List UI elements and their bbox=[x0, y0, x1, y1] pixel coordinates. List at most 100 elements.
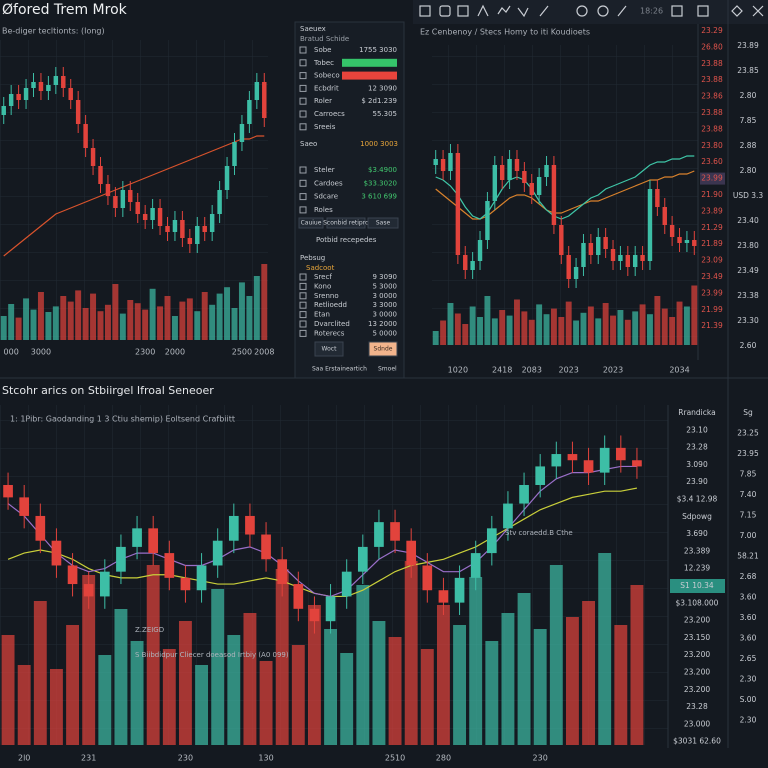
x-tick-label: 2023 bbox=[603, 366, 623, 375]
icon[interactable] bbox=[752, 5, 764, 17]
price-label: 23.30 bbox=[737, 316, 759, 325]
x-tick-label: 000 bbox=[4, 348, 19, 357]
price-label: 23.200 bbox=[684, 685, 710, 694]
button[interactable] bbox=[298, 217, 324, 229]
price-label: 23.99 bbox=[701, 174, 723, 183]
volume-bar bbox=[614, 625, 628, 745]
volume-bar bbox=[630, 585, 644, 745]
volume-bar bbox=[45, 312, 52, 340]
row-icon bbox=[299, 123, 307, 131]
button-label[interactable]: Cauiue bbox=[301, 220, 322, 227]
toolbar bbox=[413, 0, 768, 24]
candle-body bbox=[239, 124, 245, 142]
candle-body bbox=[519, 485, 529, 504]
volume-bar bbox=[484, 296, 491, 345]
price-label: Sdpowg bbox=[682, 512, 712, 521]
volume-bar bbox=[82, 575, 96, 745]
icon[interactable] bbox=[419, 5, 431, 17]
price-label: 21.39 bbox=[701, 321, 723, 330]
candle-body bbox=[217, 190, 222, 214]
volume-bar bbox=[98, 655, 112, 745]
icon[interactable] bbox=[457, 5, 469, 17]
candle-body bbox=[232, 142, 237, 166]
icon[interactable] bbox=[617, 5, 627, 17]
candle-body bbox=[357, 546, 368, 572]
icon[interactable] bbox=[517, 7, 529, 18]
price-label: 2.30 bbox=[740, 716, 757, 725]
row-label: Kono bbox=[314, 282, 331, 290]
volume-bar bbox=[97, 311, 104, 340]
volume-bar bbox=[195, 665, 209, 745]
icon[interactable] bbox=[731, 5, 743, 17]
volume-bar bbox=[186, 298, 193, 340]
icon[interactable] bbox=[497, 5, 511, 15]
button[interactable] bbox=[368, 341, 398, 357]
price-label: 7.85 bbox=[740, 116, 757, 125]
price-label: 23.29 bbox=[701, 26, 723, 35]
volume-bar bbox=[15, 317, 22, 340]
candle-body bbox=[596, 237, 601, 255]
section-value: 1000 3003 bbox=[360, 140, 398, 148]
volume-bar bbox=[127, 300, 134, 340]
volume-bar bbox=[543, 314, 550, 345]
candle-body bbox=[529, 183, 534, 195]
icon[interactable] bbox=[576, 5, 588, 17]
x-tick-label: 130 bbox=[258, 754, 273, 763]
price-label: 23.000 bbox=[684, 719, 710, 728]
chart-title: Øfored Trem Mrok bbox=[2, 2, 128, 18]
candle-body bbox=[35, 515, 46, 541]
button-label[interactable]: Sdnde bbox=[374, 346, 393, 353]
price-label: 23.85 bbox=[737, 66, 759, 75]
price-label: S.00 bbox=[740, 695, 757, 704]
volume-bar bbox=[227, 635, 241, 745]
icon[interactable] bbox=[539, 5, 549, 17]
x-tick-label: 2034 bbox=[669, 366, 689, 375]
volume-bar bbox=[82, 308, 89, 340]
candle-body bbox=[470, 553, 481, 578]
volume-bar bbox=[291, 645, 305, 745]
x-tick-label: 3000 bbox=[31, 348, 51, 357]
candle-body bbox=[75, 100, 81, 124]
volume-bar bbox=[514, 299, 520, 345]
icon[interactable] bbox=[597, 5, 609, 17]
price-label: 23.60 bbox=[701, 157, 723, 166]
candle-body bbox=[116, 546, 126, 572]
button[interactable] bbox=[326, 217, 366, 229]
row-icon bbox=[299, 72, 307, 80]
volume-bar bbox=[307, 605, 321, 745]
icon[interactable] bbox=[439, 5, 451, 17]
price-label: $3031 62.60 bbox=[673, 737, 721, 746]
candle-body bbox=[374, 522, 384, 547]
candle-body bbox=[544, 165, 549, 177]
button[interactable] bbox=[314, 341, 344, 357]
candle-body bbox=[507, 159, 512, 180]
price-label: 21.90 bbox=[701, 190, 723, 199]
candle-body bbox=[196, 565, 207, 591]
toolbar-icons[interactable] bbox=[419, 4, 764, 18]
candle-body bbox=[262, 82, 267, 118]
plot-bg bbox=[432, 45, 698, 345]
button-label[interactable]: Sase bbox=[376, 220, 391, 227]
icon[interactable] bbox=[671, 5, 683, 17]
x-tick-label: 230 bbox=[178, 754, 193, 763]
icon[interactable] bbox=[477, 4, 489, 17]
button-label[interactable]: Woct bbox=[322, 346, 338, 353]
volume-bar bbox=[112, 284, 119, 340]
volume-bar bbox=[209, 304, 216, 340]
row-value: 3 610 699 bbox=[361, 193, 397, 201]
button[interactable] bbox=[367, 217, 399, 229]
price-label: 3.60 bbox=[740, 613, 757, 622]
chart-subtitle: 1: 1Pibr: Gaodanding 1 3 Ctiu shemip) Eo… bbox=[10, 415, 235, 424]
volume-bar bbox=[565, 617, 579, 745]
candle-body bbox=[559, 225, 564, 255]
price-label: Sg bbox=[743, 408, 753, 417]
candle-body bbox=[640, 255, 645, 261]
button-label[interactable]: Sconbid retiprd bbox=[323, 220, 369, 227]
candle-body bbox=[583, 460, 594, 473]
panel-title: Saeuex bbox=[300, 25, 326, 33]
volume-bar bbox=[528, 319, 535, 345]
icon[interactable] bbox=[697, 5, 709, 17]
row-label: Sdcare bbox=[314, 193, 338, 201]
price-label: 23.25 bbox=[737, 429, 759, 438]
volume-bar bbox=[580, 312, 587, 345]
